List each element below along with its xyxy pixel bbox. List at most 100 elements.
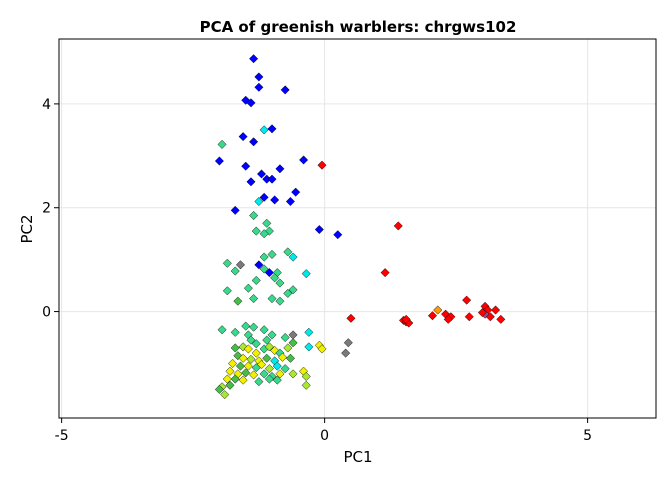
data-point [264, 364, 274, 374]
data-point [230, 327, 240, 337]
data-point [291, 187, 301, 197]
y-tick-label: 2 [42, 201, 51, 217]
data-point [241, 95, 251, 105]
data-point [233, 351, 243, 361]
data-point [254, 377, 264, 387]
x-axis-label: PC1 [343, 448, 372, 466]
data-point [259, 252, 269, 262]
data-point [235, 361, 246, 371]
data-point [259, 192, 269, 202]
data-point [267, 124, 277, 134]
data-point [333, 230, 343, 240]
data-point [285, 196, 295, 207]
data-point [272, 361, 282, 371]
data-point [317, 344, 327, 354]
plot-frame [58, 38, 657, 419]
data-point [275, 296, 285, 306]
data-point [228, 358, 238, 369]
chart-title: PCA of greenish warblers: chrgws102 [200, 18, 517, 36]
data-point [393, 221, 403, 231]
data-point [341, 348, 351, 358]
data-point [225, 380, 235, 390]
data-point [222, 286, 232, 296]
data-point [238, 132, 248, 142]
data-point [380, 268, 390, 278]
data-point [241, 368, 251, 378]
data-points [214, 54, 506, 400]
data-point [267, 330, 277, 340]
data-point [477, 308, 487, 318]
data-point [249, 370, 259, 380]
data-point [246, 335, 256, 345]
data-point [285, 353, 295, 363]
x-tick-label: 5 [583, 428, 592, 444]
data-point [254, 260, 264, 270]
data-point [275, 278, 285, 288]
axis-ticks: -5 0 5 0 2 4 [42, 97, 592, 444]
data-point [230, 205, 240, 215]
data-point [251, 226, 261, 236]
data-point [254, 72, 264, 82]
data-point [254, 82, 264, 92]
data-point [496, 314, 506, 324]
data-point [259, 125, 269, 135]
data-point [217, 139, 227, 149]
data-point [243, 283, 253, 293]
data-point [222, 374, 232, 384]
data-point [243, 361, 253, 371]
data-point [317, 160, 327, 170]
data-point [462, 295, 472, 305]
data-point [251, 348, 261, 358]
data-point [264, 374, 274, 384]
data-point [251, 339, 261, 349]
data-point [220, 390, 230, 400]
data-point [267, 249, 277, 260]
data-point [267, 174, 277, 184]
data-point [288, 330, 298, 340]
data-point [272, 375, 282, 385]
data-point [235, 260, 246, 270]
data-point [288, 285, 298, 295]
data-point [238, 342, 248, 352]
data-point [264, 268, 274, 278]
data-point [214, 384, 224, 394]
data-point [401, 314, 411, 324]
data-point [283, 288, 293, 298]
y-axis-label: PC2 [18, 214, 36, 243]
data-point [249, 54, 259, 64]
data-point [259, 229, 269, 239]
data-point [238, 353, 248, 363]
data-point [288, 252, 298, 262]
y-tick-label: 0 [42, 305, 51, 321]
data-point [249, 137, 259, 147]
x-tick-label: -5 [55, 428, 69, 444]
data-point [230, 374, 240, 384]
data-point [249, 294, 259, 304]
data-point [246, 177, 256, 187]
data-point [256, 169, 267, 179]
data-point [249, 210, 259, 221]
data-point [246, 98, 256, 108]
data-point [241, 321, 251, 331]
data-point [304, 327, 314, 337]
data-point [259, 369, 269, 379]
data-point [233, 296, 243, 306]
data-point [264, 342, 274, 352]
data-point [264, 226, 274, 236]
data-point [275, 164, 285, 174]
data-point [464, 312, 474, 322]
data-point [301, 380, 311, 390]
data-point [270, 195, 280, 205]
data-point [304, 342, 314, 352]
data-point [217, 325, 227, 335]
data-point [299, 155, 309, 165]
data-point [243, 344, 253, 354]
data-point [256, 359, 267, 370]
data-point [275, 369, 285, 379]
data-point [427, 311, 438, 321]
data-point [214, 156, 224, 166]
data-point [238, 375, 248, 385]
data-point [343, 338, 353, 348]
data-point [262, 335, 272, 345]
x-tick-label: 0 [320, 428, 329, 444]
